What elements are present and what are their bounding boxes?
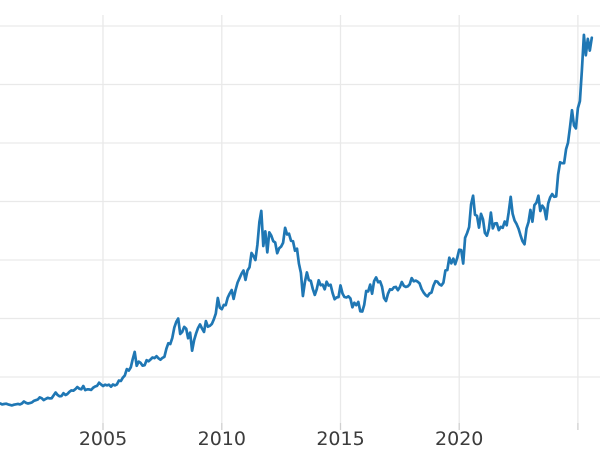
horizontal-gridlines	[0, 25, 600, 378]
vertical-gridlines	[102, 15, 579, 423]
x-axis-ticks	[102, 423, 579, 430]
x-tick-label: 2020	[435, 428, 483, 450]
x-axis-labels: 2005 2010 2015 2020	[79, 428, 484, 450]
x-tick-label: 2010	[198, 428, 246, 450]
x-tick-label: 2015	[316, 428, 364, 450]
price-line	[0, 33, 594, 407]
x-tick-label: 2005	[79, 428, 127, 450]
price-line-path	[0, 33, 594, 407]
